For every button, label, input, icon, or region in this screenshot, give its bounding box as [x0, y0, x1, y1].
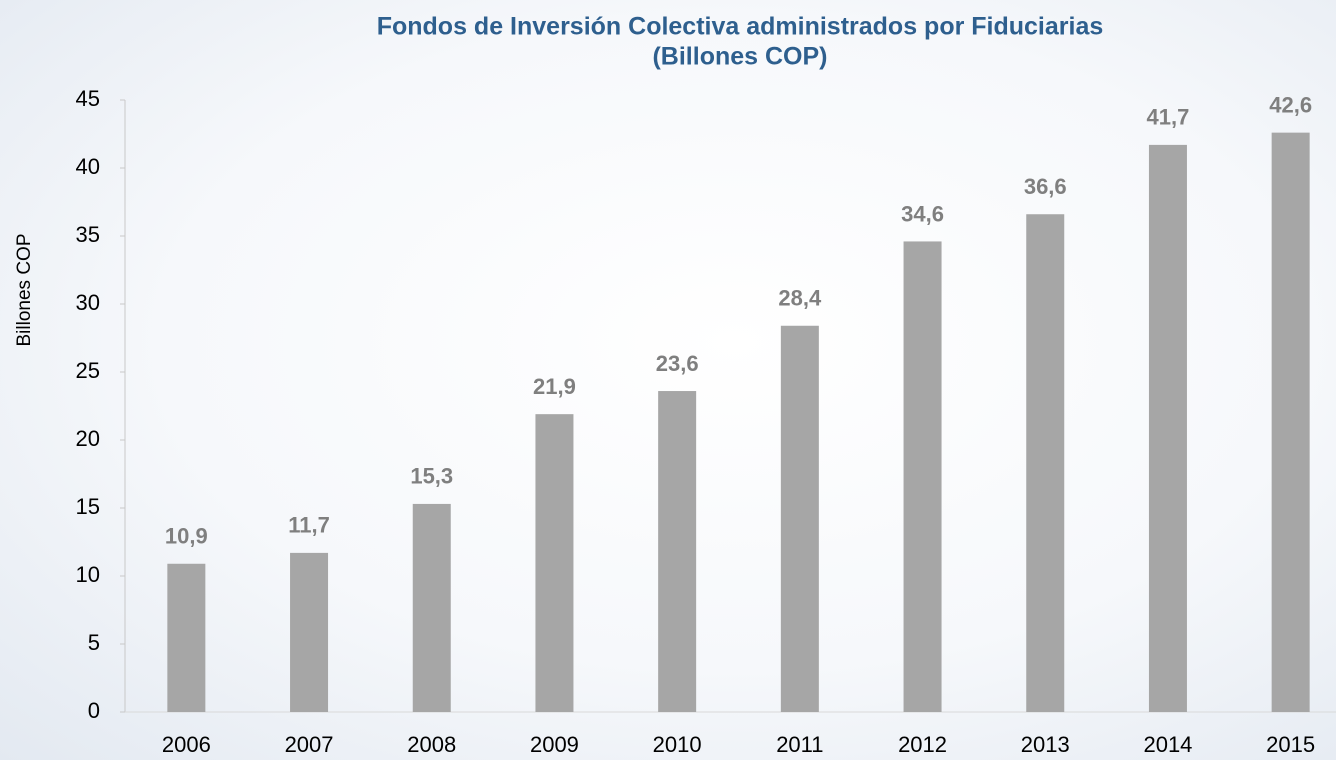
bar — [1026, 214, 1065, 713]
y-tick-label: 0 — [88, 698, 100, 723]
y-tick-label: 40 — [76, 154, 100, 179]
x-tick-label: 2014 — [1143, 732, 1192, 757]
y-tick-label: 35 — [76, 222, 100, 247]
y-tick-label: 15 — [76, 494, 100, 519]
y-tick-label: 25 — [76, 358, 100, 383]
y-tick-label: 10 — [76, 562, 100, 587]
bar — [167, 563, 206, 712]
bar — [290, 552, 329, 712]
data-label: 21,9 — [533, 374, 576, 399]
bar — [412, 503, 451, 712]
bar — [780, 325, 819, 712]
bar — [1148, 144, 1187, 712]
y-tick-label: 45 — [76, 86, 100, 111]
data-label: 34,6 — [901, 201, 944, 226]
data-label: 41,7 — [1147, 105, 1190, 130]
bar — [903, 241, 942, 712]
x-tick-label: 2007 — [285, 732, 334, 757]
data-label: 23,6 — [656, 351, 699, 376]
x-tick-label: 2006 — [162, 732, 211, 757]
y-tick-label: 20 — [76, 426, 100, 451]
x-tick-label: 2012 — [898, 732, 947, 757]
y-tick-label: 30 — [76, 290, 100, 315]
bar — [658, 391, 697, 712]
x-tick-label: 2015 — [1266, 732, 1315, 757]
data-label: 28,4 — [778, 286, 822, 311]
bar — [1271, 132, 1310, 712]
data-label: 15,3 — [410, 464, 453, 489]
bar — [535, 414, 574, 712]
x-tick-label: 2008 — [407, 732, 456, 757]
x-tick-label: 2010 — [653, 732, 702, 757]
x-tick-label: 2011 — [776, 732, 823, 757]
y-axis-title: Billones COP — [14, 234, 35, 347]
data-label: 11,7 — [288, 513, 330, 538]
chart-subtitle: (Billones COP) — [652, 43, 827, 71]
chart-title: Fondos de Inversión Colectiva administra… — [377, 13, 1104, 41]
y-tick-label: 5 — [88, 630, 100, 655]
data-label: 36,6 — [1024, 174, 1067, 199]
data-label: 42,6 — [1269, 92, 1312, 117]
x-tick-label: 2013 — [1021, 732, 1070, 757]
x-tick-label: 2009 — [530, 732, 579, 757]
data-label: 10,9 — [165, 524, 208, 549]
